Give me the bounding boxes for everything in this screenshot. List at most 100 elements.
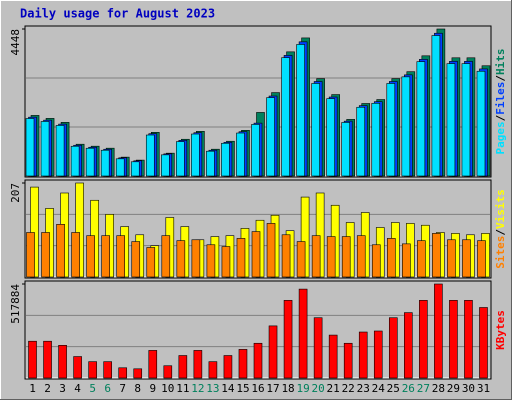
bar <box>358 331 368 379</box>
bar <box>130 161 140 177</box>
bar <box>401 76 411 177</box>
y-tick-label: 207 <box>9 183 22 203</box>
bar <box>55 125 65 177</box>
x-tick-label: 29 <box>447 382 460 395</box>
bar <box>148 350 158 379</box>
bar <box>115 158 125 177</box>
bar <box>56 224 65 278</box>
legend: KBytes <box>494 310 507 350</box>
bar <box>26 232 35 278</box>
bar <box>251 231 261 278</box>
bar <box>326 236 336 278</box>
x-tick-label: 21 <box>327 382 340 395</box>
bar <box>416 61 426 177</box>
bar <box>86 235 95 278</box>
bar <box>281 234 291 278</box>
bar <box>462 239 471 278</box>
bar <box>296 44 305 177</box>
bar <box>326 98 335 177</box>
bar <box>296 241 306 278</box>
bar <box>161 154 170 177</box>
x-tick-label: 11 <box>176 382 189 395</box>
bar <box>236 238 246 278</box>
y-tick-label: 4448 <box>9 29 22 56</box>
x-tick-label: 23 <box>357 382 370 395</box>
x-tick-label: 12 <box>191 382 204 395</box>
bar <box>434 283 443 379</box>
bar <box>176 141 185 177</box>
bar <box>404 312 413 379</box>
legend-entry: Visits <box>494 189 507 229</box>
x-tick-label: 8 <box>134 382 141 395</box>
x-tick-label: 28 <box>432 382 445 395</box>
bar <box>25 118 35 177</box>
bar <box>417 240 426 278</box>
x-tick-label: 25 <box>387 382 400 395</box>
bar <box>432 233 441 278</box>
bar <box>131 241 141 278</box>
bar <box>477 240 486 278</box>
legend-separator: / <box>494 75 507 82</box>
bar <box>253 342 263 379</box>
x-tick-label: 19 <box>296 382 309 395</box>
x-tick-label: 16 <box>251 382 264 395</box>
x-tick-label: 1 <box>29 382 36 395</box>
x-tick-label: 13 <box>206 382 219 395</box>
x-tick-label: 31 <box>477 382 490 395</box>
bar <box>221 142 230 177</box>
bar <box>268 325 278 379</box>
x-tick-label: 14 <box>221 382 235 395</box>
bar <box>100 149 110 177</box>
legend: Sites/Visits <box>494 189 507 269</box>
bar <box>386 238 396 278</box>
bar <box>251 124 260 177</box>
bar <box>402 243 411 278</box>
x-tick-label: 2 <box>44 382 51 395</box>
x-tick-label: 30 <box>462 382 475 395</box>
x-tick-label: 4 <box>74 382 81 395</box>
bar <box>266 223 276 278</box>
bar <box>88 361 97 379</box>
bar <box>371 102 381 177</box>
bar <box>191 239 201 278</box>
bar <box>298 288 308 379</box>
bar <box>388 317 398 379</box>
bar <box>238 349 248 379</box>
bar <box>116 235 126 278</box>
bar <box>419 300 428 379</box>
y-tick-label: 517884 <box>9 284 22 324</box>
legend-separator: / <box>494 229 507 236</box>
bar <box>311 83 320 177</box>
bar <box>43 340 52 379</box>
bar <box>431 35 441 177</box>
x-tick-label: 10 <box>161 382 174 395</box>
bar <box>85 147 95 177</box>
bar <box>133 368 143 379</box>
legend-entry: KBytes <box>494 310 507 350</box>
chart-title: Daily usage for August 2023 <box>20 7 215 21</box>
bar <box>328 334 338 379</box>
bar <box>103 361 112 379</box>
legend: Pages/Files/Hits <box>494 49 507 155</box>
bar <box>163 365 173 379</box>
x-tick-label: 27 <box>417 382 430 395</box>
bar <box>281 57 290 177</box>
bar <box>446 63 456 177</box>
bar <box>343 342 353 379</box>
x-tick-label: 6 <box>104 382 111 395</box>
bar <box>313 317 323 379</box>
legend-separator: / <box>494 114 507 121</box>
bar <box>178 355 188 379</box>
bar <box>341 122 350 177</box>
legend-entry: Files <box>494 82 507 115</box>
bar <box>118 367 128 379</box>
x-tick-label: 5 <box>89 382 96 395</box>
bar <box>206 244 216 278</box>
x-tick-label: 22 <box>342 382 355 395</box>
bar <box>461 63 471 177</box>
bar <box>356 235 366 278</box>
bar <box>176 240 186 278</box>
bar <box>479 307 488 379</box>
legend-entry: Sites <box>494 236 507 269</box>
